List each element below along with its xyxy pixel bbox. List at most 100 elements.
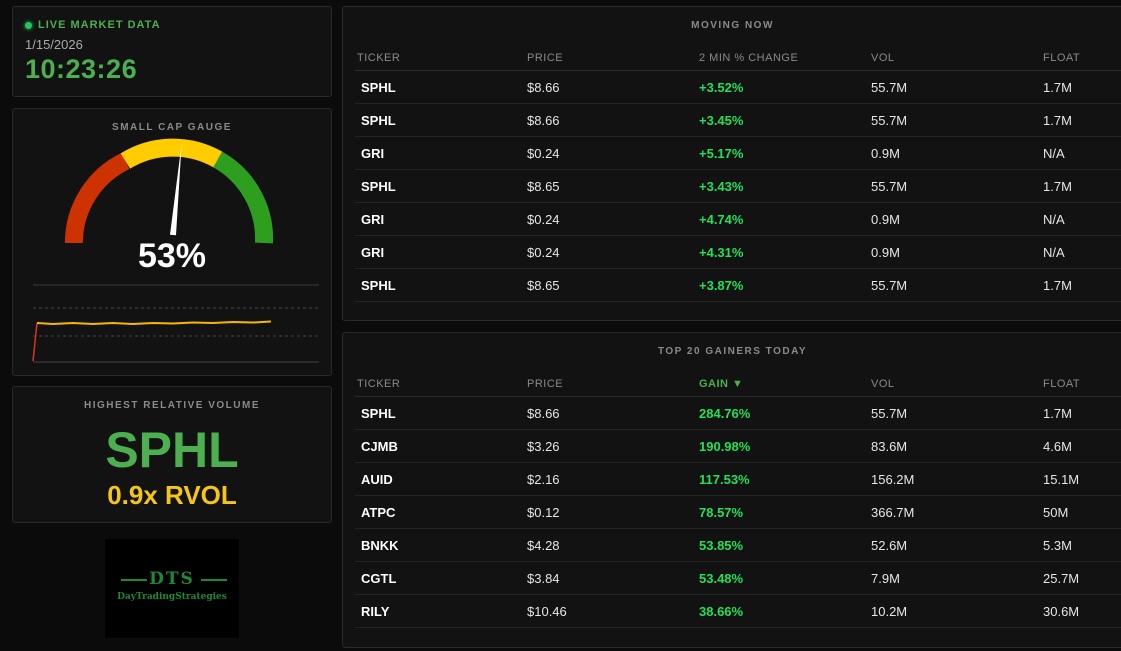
- cell-ticker[interactable]: SPHL: [355, 70, 527, 104]
- cell-vol: 366.7M: [871, 495, 1043, 529]
- cell-vol: 83.6M: [871, 429, 1043, 463]
- col-price[interactable]: PRICE: [527, 371, 699, 397]
- cell-price: $3.26: [527, 429, 699, 463]
- gauge-graphic: [32, 138, 319, 363]
- table-row[interactable]: AUID $2.16 117.53% 156.2M 15.1M: [355, 462, 1121, 496]
- cell-2min-change: +3.87%: [699, 268, 871, 302]
- moving-now-panel: MOVING NOW TICKER PRICE 2 MIN % CHANGE V…: [342, 6, 1121, 321]
- cell-float: N/A: [1043, 202, 1121, 236]
- table-row[interactable]: BNKK $4.28 53.85% 52.6M 5.3M: [355, 528, 1121, 562]
- cell-ticker[interactable]: CJMB: [355, 429, 527, 463]
- cell-price: $8.65: [527, 169, 699, 203]
- logo-name: DTS: [149, 569, 195, 589]
- sparkline-start: [32, 322, 38, 362]
- cell-float: N/A: [1043, 136, 1121, 170]
- cell-2min-change: +3.52%: [699, 70, 871, 104]
- cell-float: 1.7M: [1043, 169, 1121, 203]
- table-row[interactable]: SPHL $8.65 +3.87% 55.7M 1.7M: [355, 268, 1121, 302]
- top-gainers-table: TICKER PRICE GAIN ▼ VOL FLOAT SPHL $8.66 2…: [355, 371, 1121, 628]
- cell-ticker[interactable]: SPHL: [355, 169, 527, 203]
- table-row[interactable]: SPHL $8.65 +3.43% 55.7M 1.7M: [355, 169, 1121, 203]
- cell-ticker[interactable]: RILY: [355, 594, 527, 628]
- cell-gain: 53.48%: [699, 561, 871, 595]
- cell-float: 4.6M: [1043, 429, 1121, 463]
- col-float[interactable]: FLOAT: [1043, 45, 1121, 71]
- live-market-panel: LIVE MARKET DATA 1/15/2026 10:23:26: [12, 6, 332, 97]
- cell-ticker[interactable]: ATPC: [355, 495, 527, 529]
- logo-line-right: [201, 579, 227, 581]
- cell-vol: 10.2M: [871, 594, 1043, 628]
- cell-ticker[interactable]: GRI: [355, 136, 527, 170]
- cell-gain: 53.85%: [699, 528, 871, 562]
- cell-float: 5.3M: [1043, 528, 1121, 562]
- table-row[interactable]: SPHL $8.66 +3.52% 55.7M 1.7M: [355, 70, 1121, 104]
- gauge-title: SMALL CAP GAUGE: [112, 122, 232, 133]
- moving-now-table: TICKER PRICE 2 MIN % CHANGE VOL FLOAT SP…: [355, 45, 1121, 302]
- table-row[interactable]: GRI $0.24 +5.17% 0.9M N/A: [355, 136, 1121, 170]
- cell-float: 15.1M: [1043, 462, 1121, 496]
- cell-vol: 0.9M: [871, 136, 1043, 170]
- table-row[interactable]: GRI $0.24 +4.31% 0.9M N/A: [355, 235, 1121, 269]
- cell-float: 1.7M: [1043, 70, 1121, 104]
- col-vol[interactable]: VOL: [871, 45, 1043, 71]
- table-row[interactable]: GRI $0.24 +4.74% 0.9M N/A: [355, 202, 1121, 236]
- cell-price: $8.65: [527, 268, 699, 302]
- cell-vol: 55.7M: [871, 103, 1043, 137]
- cell-ticker[interactable]: SPHL: [355, 103, 527, 137]
- cell-price: $2.16: [527, 462, 699, 496]
- col-vol[interactable]: VOL: [871, 371, 1043, 397]
- rvol-ticker[interactable]: SPHL: [105, 422, 239, 478]
- table-row[interactable]: SPHL $8.66 284.76% 55.7M 1.7M: [355, 396, 1121, 430]
- cell-2min-change: +3.45%: [699, 103, 871, 137]
- col-price[interactable]: PRICE: [527, 45, 699, 71]
- cell-vol: 55.7M: [871, 70, 1043, 104]
- cell-gain: 78.57%: [699, 495, 871, 529]
- cell-2min-change: +5.17%: [699, 136, 871, 170]
- cell-price: $10.46: [527, 594, 699, 628]
- live-dot-icon: [25, 21, 32, 29]
- small-cap-gauge-panel: SMALL CAP GAUGE 53%: [12, 108, 332, 376]
- cell-2min-change: +4.31%: [699, 235, 871, 269]
- live-indicator: LIVE MARKET DATA: [25, 19, 161, 31]
- logo-subtitle: DayTradingStrategies: [117, 592, 227, 602]
- cell-ticker[interactable]: CGTL: [355, 561, 527, 595]
- table-row[interactable]: ATPC $0.12 78.57% 366.7M 50M: [355, 495, 1121, 529]
- cell-price: $3.84: [527, 561, 699, 595]
- gauge-needle: [170, 143, 182, 236]
- cell-ticker[interactable]: GRI: [355, 235, 527, 269]
- col-ticker[interactable]: TICKER: [355, 371, 527, 397]
- table-row[interactable]: CGTL $3.84 53.48% 7.9M 25.7M: [355, 561, 1121, 595]
- cell-ticker[interactable]: SPHL: [355, 396, 527, 430]
- top-gainers-panel: TOP 20 GAINERS TODAY TICKER PRICE GAIN ▼…: [342, 332, 1121, 648]
- highest-rvol-panel: HIGHEST RELATIVE VOLUME SPHL 0.9x RVOL: [12, 386, 332, 523]
- cell-float: 1.7M: [1043, 103, 1121, 137]
- cell-ticker[interactable]: AUID: [355, 462, 527, 496]
- col-gain-sorted[interactable]: GAIN ▼: [699, 371, 871, 397]
- cell-ticker[interactable]: GRI: [355, 202, 527, 236]
- moving-now-title: MOVING NOW: [691, 20, 774, 31]
- cell-price: $8.66: [527, 396, 699, 430]
- col-ticker[interactable]: TICKER: [355, 45, 527, 71]
- gauge-arc-red: [64, 152, 130, 244]
- col-2min-change[interactable]: 2 MIN % CHANGE: [699, 45, 871, 71]
- cell-float: 1.7M: [1043, 268, 1121, 302]
- cell-vol: 0.9M: [871, 202, 1043, 236]
- gauge-arc-yellow: [120, 138, 223, 169]
- cell-float: N/A: [1043, 235, 1121, 269]
- cell-ticker[interactable]: SPHL: [355, 268, 527, 302]
- cell-gain: 284.76%: [699, 396, 871, 430]
- table-row[interactable]: RILY $10.46 38.66% 10.2M 30.6M: [355, 594, 1121, 628]
- cell-gain: 117.53%: [699, 462, 871, 496]
- cell-price: $8.66: [527, 70, 699, 104]
- table-row[interactable]: SPHL $8.66 +3.45% 55.7M 1.7M: [355, 103, 1121, 137]
- cell-ticker[interactable]: BNKK: [355, 528, 527, 562]
- cell-price: $0.24: [527, 136, 699, 170]
- dts-logo[interactable]: DTS DayTradingStrategies: [105, 539, 239, 638]
- table-row[interactable]: CJMB $3.26 190.98% 83.6M 4.6M: [355, 429, 1121, 463]
- cell-gain: 38.66%: [699, 594, 871, 628]
- col-float[interactable]: FLOAT: [1043, 371, 1121, 397]
- live-label: LIVE MARKET DATA: [38, 19, 161, 31]
- cell-vol: 0.9M: [871, 235, 1043, 269]
- current-time: 10:23:26: [25, 54, 138, 84]
- cell-vol: 55.7M: [871, 169, 1043, 203]
